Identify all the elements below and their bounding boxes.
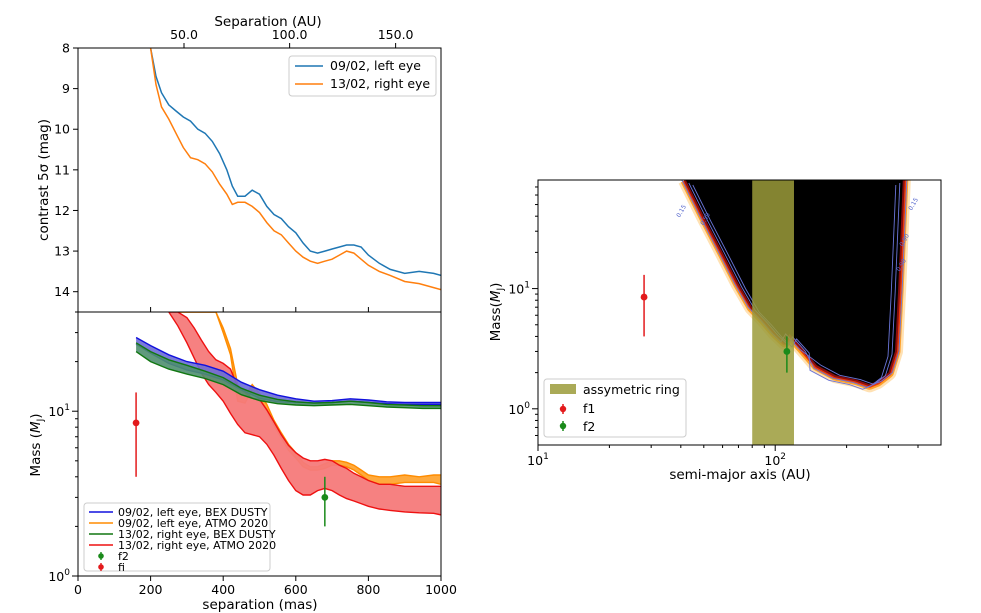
legend-marker-f1 (559, 405, 567, 413)
mass-frame (77, 311, 442, 577)
detection-heatmap: 0.150.500.900.150.90 (675, 180, 941, 393)
detection-frame (537, 179, 942, 446)
band-fill-0 (177, 312, 441, 485)
mass-y-tick-label: 101 (48, 403, 70, 419)
detection-y-label: Mass(MJ) (488, 283, 506, 342)
contrast-series (149, 48, 441, 291)
ring-region (752, 180, 794, 445)
mass-y-label: Mass (MJ) (28, 413, 46, 476)
mass-legend-label: 13/02, right eye, ATMO 2020 (118, 539, 276, 552)
detection-x-label: semi-major axis (AU) (669, 467, 810, 483)
legend-label-f2: f2 (583, 419, 595, 434)
contrast-y-tick-label: 12 (54, 203, 70, 218)
contrast-legend-box (288, 55, 437, 97)
band-lower-edge-0 (177, 312, 441, 485)
mass-y-tick-label: 100 (48, 568, 70, 584)
ring-band (752, 180, 794, 445)
mass-legend-label: 13/02, right eye, BEX DUSTY (118, 528, 276, 541)
contrast-y-tick-label: 10 (54, 122, 70, 137)
detection-panel: 0.150.500.900.150.90 101 102 100 101 semi-m… (488, 179, 942, 483)
contrast-ticks: 8 9 10 11 12 13 14 50.0 100.0 150.0 (54, 27, 442, 312)
mass-legend-marker (98, 564, 104, 570)
detection-legend-box (543, 378, 687, 438)
mass-x-tick-label: 200 (139, 582, 163, 597)
legend-marker-f2 (559, 422, 567, 430)
band-upper-edge-1 (168, 312, 441, 487)
top-axis-tick-label: 100.0 (272, 27, 308, 42)
legend-label-left-eye: 09/02, left eye (330, 58, 421, 73)
series-line-right-eye (149, 48, 441, 291)
band-lower-edge-3 (135, 351, 441, 410)
mass-x-tick-label: 1000 (425, 582, 457, 597)
mass-x-label: separation (mas) (202, 597, 317, 613)
detection-y-tick-label: 100 (508, 401, 530, 417)
mass-x-tick-label: 0 (74, 582, 82, 597)
mass-legend-label: 09/02, left eye, ATMO 2020 (118, 517, 268, 530)
contrast-y-tick-label: 8 (62, 41, 70, 56)
band-lower-edge-2 (135, 343, 441, 406)
band-upper-edge-3 (135, 342, 441, 407)
legend-label-right-eye: 13/02, right eye (330, 76, 430, 91)
contrast-y-tick-label: 11 (54, 162, 70, 177)
top-axis-label: Separation (AU) (214, 14, 321, 30)
mass-points (132, 392, 329, 527)
point-f2 (783, 348, 791, 355)
detection-x-tick-label: 101 (527, 452, 549, 468)
heat-core (685, 180, 941, 385)
mass-legend-label: fi (118, 561, 125, 574)
band-fill-3 (136, 342, 441, 409)
mass-legend-label: 09/02, left eye, BEX DUSTY (118, 506, 268, 519)
mass-bands (135, 312, 441, 516)
contrast-y-tick-label: 9 (62, 81, 70, 96)
legend-patch-ring (550, 384, 576, 394)
top-axis-tick-label: 50.0 (170, 27, 198, 42)
contour-line-2 (692, 184, 897, 390)
series-line-left-eye (149, 48, 441, 277)
mass-legend-label: f2 (118, 550, 129, 563)
mass-x-tick-label: 600 (284, 582, 308, 597)
point-fi (132, 419, 140, 427)
legend-label-ring: assymetric ring (583, 382, 680, 397)
point-f1 (640, 293, 648, 301)
band-fill-1 (168, 312, 441, 515)
legend-label-f1: f1 (583, 401, 595, 416)
contrast-y-tick-label: 13 (54, 244, 70, 259)
detection-y-tick-label: 101 (508, 281, 530, 297)
contrast-legend: 09/02, left eye 13/02, right eye (288, 55, 437, 97)
contrast-panel: 8 9 10 11 12 13 14 50.0 100.0 150.0 Separation (A… (36, 14, 442, 313)
mass-ticks: 0 200 400 600 800 1000 100 101 (48, 311, 457, 597)
point-f2 (321, 493, 329, 501)
contrast-y-tick-label: 14 (54, 284, 70, 299)
contrast-y-label: contrast 5σ (mag) (36, 119, 52, 241)
mass-legend-box (83, 502, 271, 572)
band-upper-edge-2 (135, 336, 441, 404)
mass-x-tick-label: 800 (356, 582, 380, 597)
mass-x-tick-label: 400 (211, 582, 235, 597)
top-axis-tick-label: 150.0 (378, 27, 414, 42)
mass-legend-marker (98, 553, 104, 559)
detection-x-tick-label: 102 (764, 452, 786, 468)
detection-points (640, 274, 791, 373)
band-lower-edge-1 (168, 312, 441, 516)
detection-legend: assymetric ring f1 f2 (543, 378, 687, 438)
mass-panel: 0 200 400 600 800 1000 100 101 separation (mas)… (28, 311, 457, 613)
